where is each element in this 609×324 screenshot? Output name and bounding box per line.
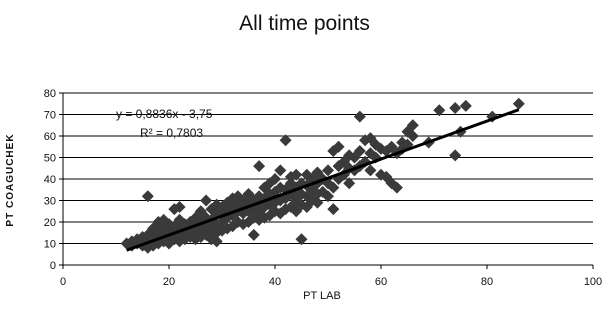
y-tick-labels: 0 10 20 30 40 50 60 70 80 (44, 88, 56, 272)
x-tick-label: 100 (584, 276, 602, 288)
y-tick-label: 80 (44, 88, 56, 100)
x-axis-title: PT LAB (303, 290, 341, 302)
y-tick-label: 30 (44, 196, 56, 208)
axes (62, 93, 593, 266)
trendline (126, 108, 520, 252)
data-point (353, 110, 366, 123)
data-point (210, 235, 223, 248)
data-point (322, 164, 334, 177)
data-point (141, 190, 154, 203)
data-point (512, 97, 525, 110)
data-point (295, 233, 308, 246)
data-point (173, 200, 186, 213)
data-point (390, 181, 403, 194)
data-point (274, 164, 287, 177)
data-point (247, 228, 260, 241)
data-point (327, 203, 340, 216)
y-tick-label: 20 (44, 217, 56, 229)
data-point (253, 160, 266, 173)
data-point (269, 173, 281, 185)
x-tick-label: 20 (163, 276, 175, 288)
data-point (449, 149, 462, 162)
data-point (332, 140, 345, 153)
data-point (449, 102, 462, 115)
y-tick-label: 10 (44, 239, 56, 251)
data-point (353, 145, 366, 158)
trendline-equation: y = 0,8836x - 3,75 (116, 107, 213, 121)
data-point (406, 130, 419, 142)
data-point (327, 181, 340, 194)
y-tick-label: 50 (44, 153, 56, 165)
data-point (343, 177, 356, 190)
chart-title: All time points (239, 12, 370, 35)
gridlines (59, 92, 594, 269)
data-point (459, 99, 472, 112)
y-axis-title: PT COAGUCHEK (5, 133, 16, 226)
y-tick-label: 40 (44, 174, 56, 186)
data-point (311, 196, 324, 209)
x-tick-label: 0 (60, 276, 66, 288)
data-point (120, 237, 133, 250)
x-tick-label: 60 (375, 276, 387, 288)
data-point (200, 194, 213, 207)
data-point (322, 190, 334, 203)
y-tick-label: 70 (44, 110, 56, 122)
x-tick-labels: 0 20 40 60 80 100 (60, 276, 602, 288)
y-tick-label: 60 (44, 131, 56, 143)
trendline-r2: R² = 0,7803 (140, 126, 203, 140)
data-point (364, 164, 377, 177)
data-point (279, 134, 292, 147)
x-tick-label: 80 (481, 276, 493, 288)
x-tick-label: 40 (269, 276, 281, 288)
data-point (433, 104, 446, 117)
data-point (290, 168, 303, 181)
data-point (406, 119, 419, 132)
y-tick-label: 0 (50, 260, 56, 272)
